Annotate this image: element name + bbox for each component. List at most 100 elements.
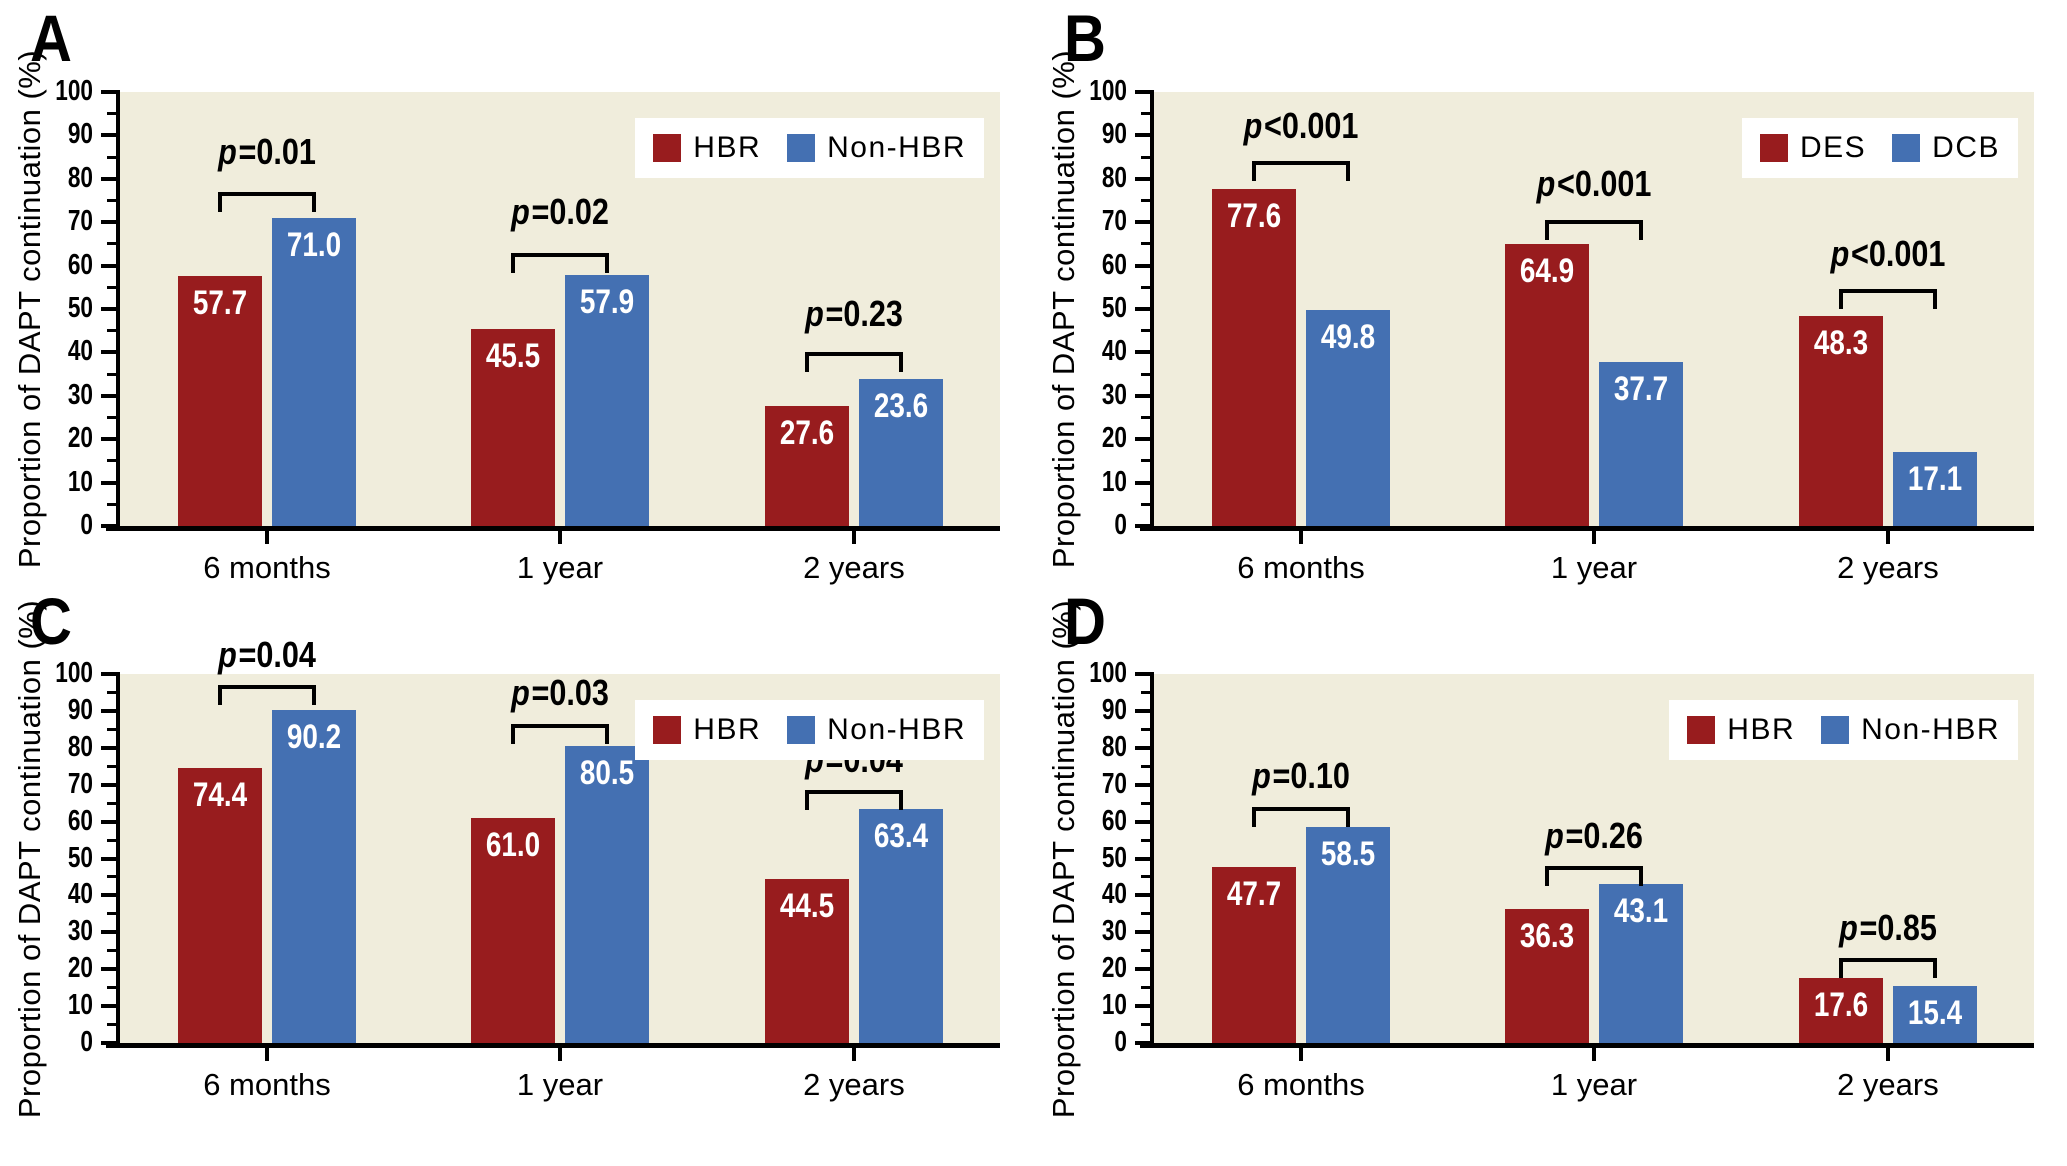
p-value-text: <0.001: [1556, 163, 1652, 205]
y-major-tick: [1135, 708, 1150, 713]
y-tick-label: 0: [1114, 1026, 1127, 1058]
y-axis-line: [116, 90, 120, 526]
y-major-tick: [1135, 967, 1150, 972]
y-minor-tick: [1141, 242, 1150, 246]
legend-label: Non-HBR: [1861, 713, 2000, 746]
legend-entry-des: DES: [1759, 131, 1866, 165]
x-category-label: 6 months: [203, 1067, 331, 1102]
y-major-tick: [101, 930, 116, 935]
y-axis-line: [1150, 672, 1154, 1043]
panel-letter-A: A: [30, 1, 72, 75]
legend-swatch-series_red: [1687, 716, 1716, 744]
legend-swatch-series_blue: [787, 134, 816, 162]
legend-entry-hbr: HBR: [1687, 713, 1795, 747]
y-major-tick: [101, 480, 116, 485]
p-value-text: =0.01: [238, 130, 316, 172]
y-tick-label: 60: [67, 248, 93, 281]
y-minor-tick: [1141, 1023, 1150, 1027]
y-tick-label: 50: [1101, 292, 1127, 324]
bar-non-hbr-2-years: [858, 379, 943, 526]
y-minor-tick: [107, 155, 116, 159]
bar-value-label: 74.4: [192, 776, 248, 815]
y-tick-label: 90: [1101, 118, 1127, 151]
y-major-tick: [101, 176, 116, 181]
y-tick-label: 80: [1101, 730, 1127, 763]
bar-dcb-6-months: [1305, 309, 1390, 526]
bar-value-label: 61.0: [485, 825, 541, 864]
bar-des-2-years: [1798, 316, 1883, 526]
panel-letter-B: B: [1064, 1, 1106, 75]
y-major-tick: [101, 893, 116, 898]
y-major-tick: [1135, 782, 1150, 787]
y-minor-tick: [1141, 764, 1150, 768]
p-value-text: =0.03: [531, 672, 609, 714]
p-value-label: p=0.85: [1839, 907, 1937, 949]
significance-bracket: [1251, 161, 1350, 182]
y-minor-tick: [1141, 949, 1150, 953]
legend-label: DCB: [1932, 131, 2000, 164]
y-minor-tick: [107, 285, 116, 289]
x-tick: [851, 531, 856, 544]
p-italic: p: [1243, 104, 1263, 146]
legend-entry-non-hbr: Non-HBR: [787, 713, 966, 747]
p-value-label: p<0.001: [1537, 163, 1652, 205]
x-tick: [851, 1048, 856, 1061]
panel-B: B Proportion of DAPT continuation (%) 0 10 2…: [1034, 0, 2067, 585]
legend-entry-non-hbr: Non-HBR: [787, 131, 966, 165]
significance-bracket: [511, 723, 609, 744]
p-italic: p: [1545, 814, 1564, 856]
y-tick-label: 60: [1101, 804, 1127, 837]
bar-value-label: 57.7: [192, 283, 248, 322]
y-tick-label: 50: [1101, 841, 1127, 874]
y-major-tick: [1135, 480, 1150, 485]
y-minor-tick: [107, 912, 116, 916]
x-axis-line: [1140, 1043, 2034, 1048]
y-tick-label: 0: [1114, 509, 1127, 541]
p-italic: p: [511, 191, 530, 233]
legend-label: Non-HBR: [827, 131, 966, 164]
significance-bracket: [1545, 865, 1643, 886]
y-major-tick: [1135, 393, 1150, 398]
y-minor-tick: [1141, 912, 1150, 916]
bar-value-label: 43.1: [1613, 891, 1669, 930]
bar-value-label: 15.4: [1907, 994, 1963, 1033]
y-minor-tick: [107, 838, 116, 842]
legend-label: Non-HBR: [827, 713, 966, 746]
y-major-tick: [1135, 437, 1150, 442]
p-value-label: p=0.03: [511, 672, 609, 714]
bar-non-hbr-2-years: [1892, 986, 1977, 1043]
p-italic: p: [804, 293, 824, 335]
bar-value-label: 45.5: [485, 336, 541, 375]
y-major-tick: [101, 350, 116, 355]
y-minor-tick: [1141, 727, 1150, 731]
x-tick: [1298, 1048, 1303, 1061]
y-tick-label: 100: [55, 657, 93, 689]
y-major-tick: [101, 1004, 116, 1009]
y-tick-label: 40: [1101, 878, 1127, 911]
panel-letter-C: C: [30, 584, 72, 658]
x-category-label: 6 months: [1237, 550, 1365, 585]
y-minor-tick: [1141, 690, 1150, 694]
y-minor-tick: [107, 875, 116, 879]
y-tick-label: 80: [67, 161, 93, 194]
legend-swatch-series_blue: [787, 716, 816, 744]
p-italic: p: [1252, 755, 1271, 797]
legend: HBR Non-HBR: [1669, 700, 2018, 760]
y-tick-label: 50: [67, 841, 93, 874]
significance-bracket: [804, 790, 903, 811]
y-tick-label: 70: [1101, 767, 1127, 800]
significance-bracket: [1838, 289, 1937, 310]
p-italic: p: [1536, 163, 1556, 205]
y-major-tick: [1135, 856, 1150, 861]
bar-value-label: 37.7: [1613, 370, 1669, 409]
y-minor-tick: [1141, 502, 1150, 506]
y-major-tick: [101, 133, 116, 138]
legend-swatch-series_red: [653, 134, 682, 162]
y-major-tick: [1135, 263, 1150, 268]
y-major-tick: [1135, 893, 1150, 898]
bar-value-label: 17.1: [1907, 459, 1963, 498]
x-category-label: 2 years: [803, 550, 905, 585]
y-major-tick: [101, 782, 116, 787]
p-value-text: =0.23: [825, 293, 903, 335]
y-tick-label: 40: [67, 878, 93, 911]
